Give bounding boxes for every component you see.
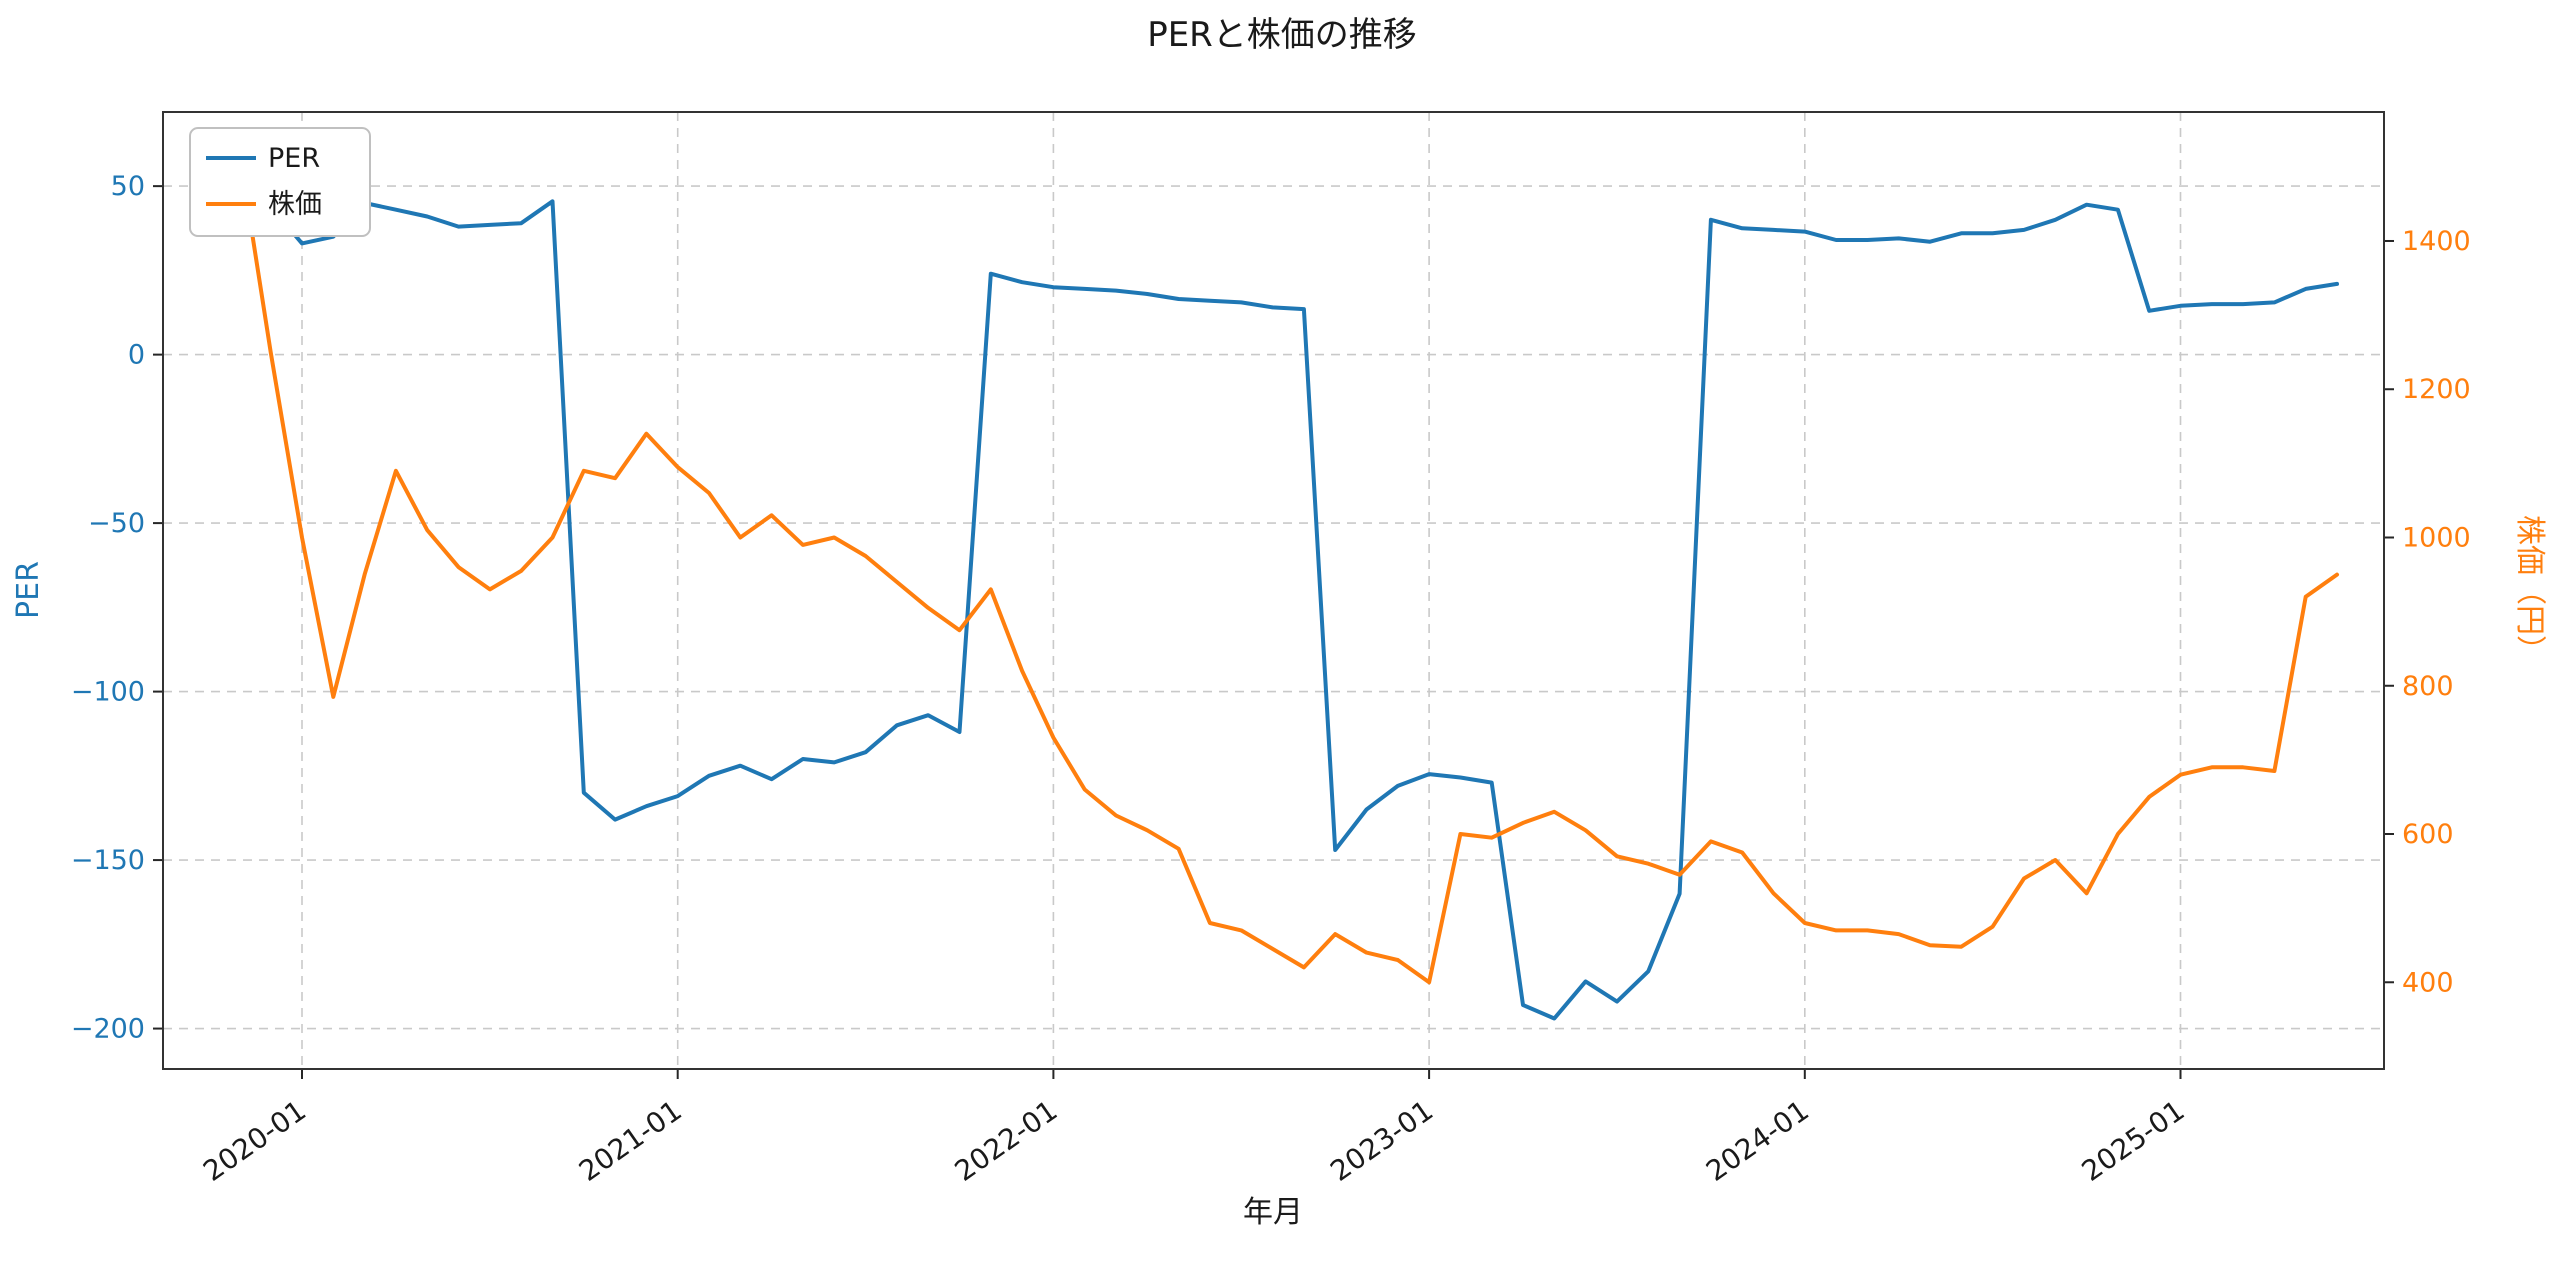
x-tick-label: 2021-01 xyxy=(573,1094,688,1188)
axes-frame xyxy=(162,111,2385,1070)
y-axis-label-left: PER xyxy=(11,561,46,619)
y-axis-label-right: 株価（円） xyxy=(2512,515,2547,665)
chart-title: PERと株価の推移 xyxy=(1147,15,1417,55)
x-tick-label: 2025-01 xyxy=(2076,1094,2191,1188)
x-tick-label: 2023-01 xyxy=(1324,1094,1439,1188)
y-tick-label-left: −200 xyxy=(71,1014,145,1045)
x-tick-label: 2024-01 xyxy=(1700,1094,1815,1188)
y-tick-label-right: 600 xyxy=(2402,819,2454,850)
series-line-per xyxy=(237,157,2339,1021)
series-line-stock-price xyxy=(237,150,2339,985)
y-tick-label-left: 50 xyxy=(111,171,145,202)
y-tick-label-left: −50 xyxy=(88,508,145,539)
legend: PER 株価 xyxy=(189,127,371,237)
y-tick-label-right: 800 xyxy=(2402,671,2454,702)
x-axis-label: 年月 xyxy=(1243,1195,1303,1230)
x-tick-label: 2020-01 xyxy=(197,1094,312,1188)
x-tick-label: 2022-01 xyxy=(949,1094,1064,1188)
legend-label-per: PER xyxy=(268,143,320,174)
plot-generated-content: 2020-01 2021-01 2022-01 2023-01 2024-01 2025-… xyxy=(71,111,2471,1188)
legend-box xyxy=(189,127,371,237)
y-tick-label-right: 400 xyxy=(2402,967,2454,998)
y-tick-label-left: 0 xyxy=(128,340,145,371)
y-tick-label-left: −150 xyxy=(71,845,145,876)
y-tick-label-right: 1400 xyxy=(2402,226,2471,257)
y-tick-label-right: 1200 xyxy=(2402,374,2471,405)
legend-label-stock-price: 株価 xyxy=(268,189,322,220)
y-tick-label-right: 1000 xyxy=(2402,522,2471,553)
y-tick-label-left: −100 xyxy=(71,677,145,708)
